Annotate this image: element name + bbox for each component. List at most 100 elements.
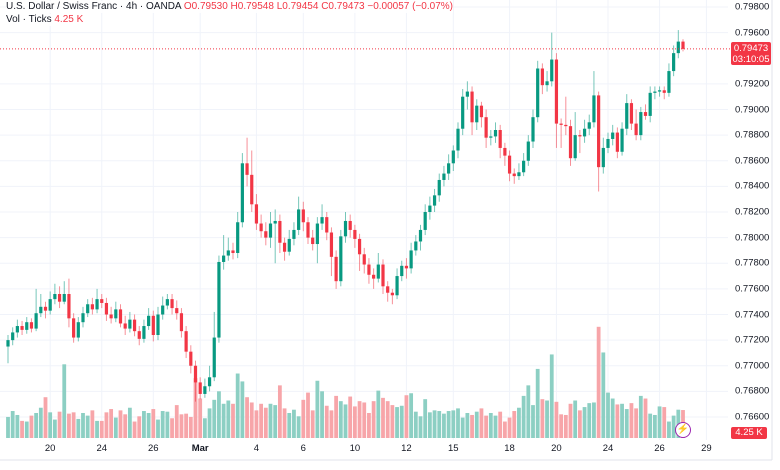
volume-bar — [198, 398, 203, 438]
candle — [615, 127, 619, 159]
candle-body — [601, 147, 605, 168]
candle-body — [432, 195, 437, 206]
candle-body — [282, 242, 287, 252]
candle-body — [381, 264, 385, 287]
candle — [461, 89, 465, 136]
volume-bar — [235, 373, 240, 438]
candle-body — [606, 138, 610, 148]
candle — [540, 63, 544, 95]
candle — [512, 168, 516, 184]
volume-bar — [362, 402, 367, 438]
volume-bar — [352, 406, 357, 438]
candle-body — [170, 299, 174, 309]
time-tick-label: 24 — [96, 443, 108, 454]
candle-body — [461, 96, 465, 129]
candle-body — [470, 91, 474, 123]
candle — [118, 304, 123, 328]
volume-bar — [540, 399, 545, 438]
candle — [67, 278, 71, 328]
volume-label[interactable]: Vol · Ticks — [6, 14, 52, 25]
candle-body — [507, 155, 512, 174]
price-tick-label: 0.79200 — [735, 78, 770, 90]
candle — [526, 135, 530, 166]
candle — [268, 212, 273, 248]
candle — [582, 119, 587, 143]
candle — [198, 377, 202, 400]
lightning-icon[interactable]: ⚡ — [675, 422, 691, 438]
candle-body — [189, 351, 193, 366]
volume-bar — [99, 420, 104, 438]
candle — [259, 214, 263, 238]
volume-bar — [217, 391, 221, 438]
candle — [672, 45, 676, 77]
candle — [643, 104, 648, 120]
volume-bar — [376, 390, 381, 438]
volume-bar — [127, 407, 132, 438]
candle — [611, 124, 615, 146]
volume-bar — [282, 408, 287, 438]
candle-body — [362, 254, 366, 265]
candle-body — [264, 231, 268, 238]
candle-body — [320, 217, 324, 224]
candle — [315, 217, 319, 264]
volume-bar — [67, 413, 71, 438]
candle-body — [315, 223, 319, 245]
volume-bar — [474, 411, 479, 438]
symbol-title[interactable]: U.S. Dollar / Swiss Franc · 4h · OANDA — [6, 1, 182, 12]
candle-body — [15, 326, 19, 333]
candle-body — [11, 332, 15, 341]
candle-body — [493, 130, 498, 137]
volume-bar — [231, 403, 235, 438]
volume-bar — [329, 410, 334, 438]
candle-body — [179, 313, 184, 332]
candle — [573, 112, 577, 161]
volume-bar — [554, 401, 559, 438]
candle — [81, 306, 85, 328]
candle-body — [100, 299, 104, 303]
volume-bar — [43, 397, 48, 438]
candle-body — [672, 53, 676, 72]
candle-body — [423, 212, 427, 230]
volume-bar — [648, 413, 653, 438]
volume-bar — [310, 410, 315, 438]
candle — [123, 315, 127, 335]
candle — [507, 150, 512, 182]
volume-bar — [249, 402, 254, 438]
candle-body — [536, 68, 540, 118]
candle-body — [564, 124, 568, 127]
volume-bar — [535, 368, 540, 438]
volume-bars — [6, 326, 685, 438]
candle-body — [597, 95, 601, 168]
volume-bar — [226, 400, 231, 438]
candle-body — [90, 304, 94, 310]
candle — [503, 142, 507, 166]
candle-body — [400, 265, 404, 277]
candle — [15, 319, 19, 338]
candle — [601, 137, 605, 174]
candle-body — [48, 299, 52, 311]
candle-body — [6, 340, 10, 347]
volume-bar — [277, 385, 282, 438]
candle-body — [367, 264, 371, 275]
volume-bar — [418, 416, 423, 438]
candle — [493, 122, 498, 143]
volume-bar — [71, 412, 76, 438]
volume-bar — [451, 410, 456, 438]
candle — [11, 327, 15, 346]
volume-bar — [179, 414, 184, 438]
volume-bar — [48, 412, 53, 438]
volume-bar — [221, 403, 226, 438]
candle-body — [475, 105, 479, 123]
candle — [550, 32, 554, 87]
volume-bar — [399, 405, 404, 438]
volume-bar — [610, 398, 615, 438]
candle — [475, 99, 479, 130]
candle-body — [132, 319, 137, 332]
volume-bar — [367, 412, 371, 438]
candle-body — [226, 250, 230, 256]
volume-bar — [573, 400, 578, 438]
candle — [203, 378, 207, 398]
volume-bar — [662, 407, 667, 438]
candle-body — [306, 222, 310, 238]
